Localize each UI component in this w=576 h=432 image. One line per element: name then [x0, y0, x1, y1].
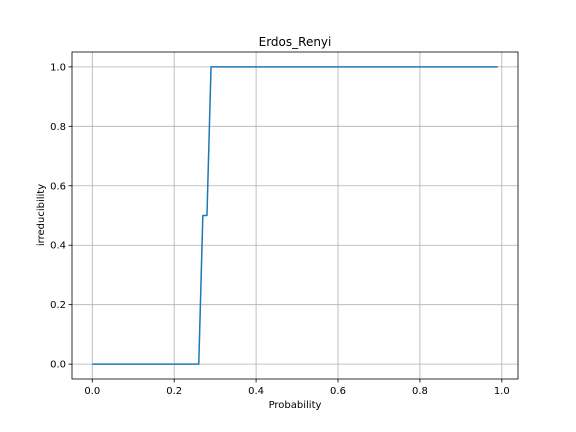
x-tick-label: 1.0 — [494, 386, 510, 397]
series-layer — [92, 66, 498, 365]
chart-title: Erdos_Renyi — [259, 35, 332, 49]
grid-layer — [72, 52, 518, 379]
y-tick-label: 0.4 — [50, 241, 66, 252]
y-tick-label: 0.0 — [50, 360, 66, 371]
x-tick-label: 0.4 — [248, 386, 264, 397]
x-tick-label: 0.6 — [330, 386, 346, 397]
y-tick-label: 0.2 — [50, 300, 66, 311]
y-tick-label: 1.0 — [50, 62, 66, 73]
y-axis-label: irreducibility — [36, 184, 47, 246]
y-tick-label: 0.6 — [50, 181, 66, 192]
x-axis-label: Probability — [269, 400, 322, 411]
plot-frame — [71, 51, 519, 380]
y-tick-label: 0.8 — [50, 122, 66, 133]
x-tick-label: 0.2 — [166, 386, 182, 397]
series-line — [92, 66, 498, 365]
tick-layer: 0.0 0.2 0.4 0.6 0.8 1.0 0.0 0.2 0.4 0.6 0.8 1.0 — [50, 62, 510, 397]
x-tick-label: 0.8 — [412, 386, 428, 397]
x-tick-label: 0.0 — [84, 386, 100, 397]
